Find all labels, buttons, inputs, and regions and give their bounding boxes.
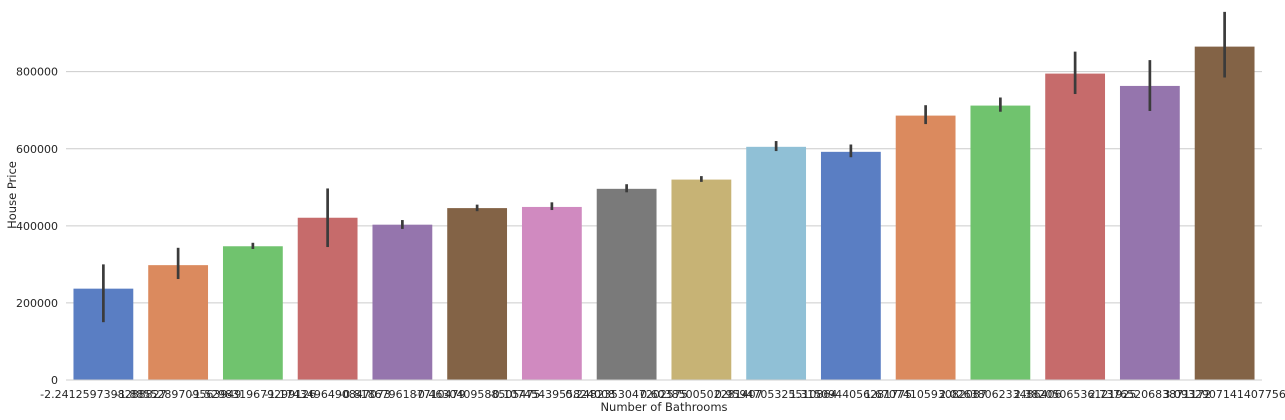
y-axis-ticks: 0 200000 400000 600000 800000 [16,66,58,387]
bar [895,115,956,381]
y-tick-label: 600000 [16,143,58,156]
x-tick-label: 0.6038500502281407 [640,388,762,401]
x-tick-label: -0.4630409588505475 [414,388,540,401]
bar [970,105,1031,380]
bar [1194,46,1255,380]
y-tick-label: 0 [51,374,58,387]
bar [148,265,209,380]
bar [1119,85,1180,380]
bar [447,208,508,380]
x-axis-title: Number of Bathrooms [600,400,727,414]
error-bars [102,11,1226,323]
y-axis-title: House Price [5,161,19,229]
bar [372,224,433,380]
y-tick-label: 800000 [16,66,58,79]
x-tick-label: -1.8855289709563949 [115,388,241,401]
x-tick-label: 3.0932907141407756 [1163,388,1285,401]
bar [746,146,807,380]
x-tick-label: 2.7376520683871172 [1089,388,1211,401]
bar [521,206,582,380]
bar [1045,73,1106,380]
x-tick-label: -1.5298319679299126 [190,388,316,401]
bars [73,46,1255,381]
bar [222,246,283,380]
x-tick-label: 0.9594705325510864 [715,388,837,401]
y-tick-label: 200000 [16,297,58,310]
x-tick-label: 0.2482353047202575 [565,388,687,401]
x-axis-ticks: -2.2412597398288827-1.8855289709563949-1… [40,388,1285,401]
x-tick-label: -0.1074543955824008 [489,388,615,401]
x-tick-label: -2.2412597398288827 [40,388,166,401]
x-tick-label: 1.3150944056281775 [790,388,912,401]
y-tick-label: 400000 [16,220,58,233]
bar [671,179,732,380]
bar [596,188,657,380]
bar [820,151,881,380]
x-tick-label: -1.1743496490847073 [264,388,390,401]
x-tick-label: 2.3820506536121925 [1014,388,1136,401]
x-tick-label: 1.6707410593082087 [864,388,986,401]
x-tick-label: 2.0263806233486406 [939,388,1061,401]
x-tick-label: -0.8186796187710479 [339,388,465,401]
